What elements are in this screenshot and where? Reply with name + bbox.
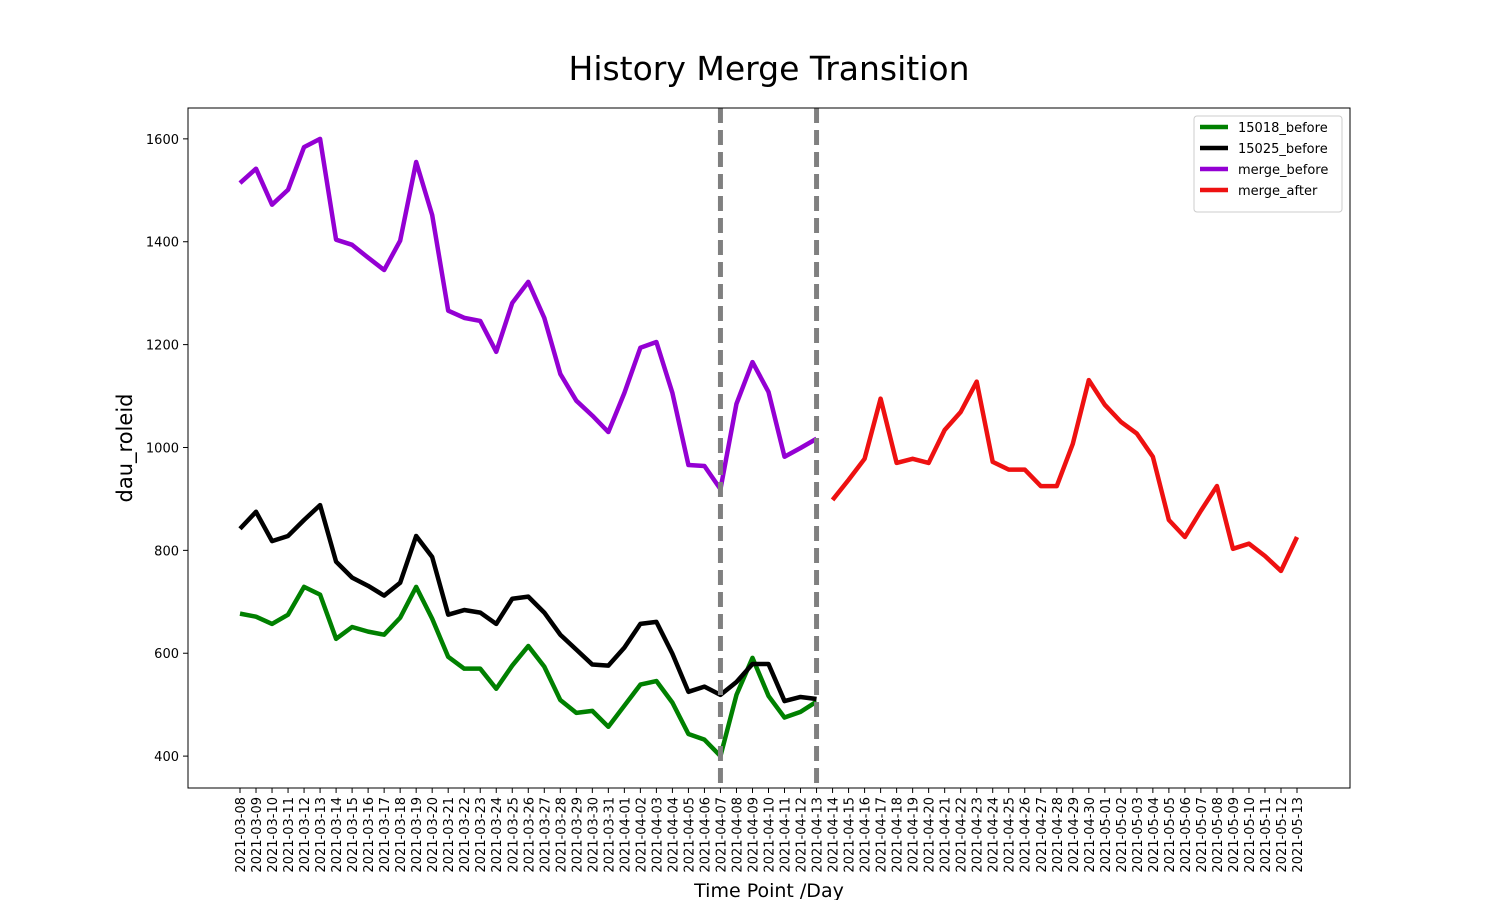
x-tick-label: 2021-04-09 bbox=[746, 797, 761, 873]
x-tick-label: 2021-04-05 bbox=[682, 797, 697, 873]
x-tick-label: 2021-04-18 bbox=[891, 797, 906, 873]
x-tick-label: 2021-05-03 bbox=[1131, 797, 1146, 873]
x-tick-label: 2021-05-12 bbox=[1275, 797, 1290, 873]
x-tick-label: 2021-03-26 bbox=[522, 797, 537, 873]
x-tick-label: 2021-04-30 bbox=[1083, 797, 1098, 873]
x-tick-label: 2021-03-31 bbox=[602, 797, 617, 873]
x-tick-label: 2021-04-15 bbox=[843, 797, 858, 873]
y-tick-label: 1200 bbox=[146, 339, 179, 354]
x-tick-label: 2021-04-08 bbox=[730, 797, 745, 873]
x-tick-label: 2021-05-06 bbox=[1179, 797, 1194, 873]
x-tick-label: 2021-04-01 bbox=[618, 797, 633, 873]
x-tick-label: 2021-03-11 bbox=[282, 797, 297, 873]
legend-label: merge_before bbox=[1238, 163, 1328, 178]
x-tick-label: 2021-04-28 bbox=[1051, 797, 1066, 873]
x-tick-label: 2021-03-18 bbox=[394, 797, 409, 873]
y-tick-label: 1000 bbox=[146, 441, 179, 456]
x-tick-label: 2021-04-12 bbox=[795, 797, 810, 873]
x-tick-label: 2021-05-01 bbox=[1099, 797, 1114, 873]
x-tick-label: 2021-05-10 bbox=[1243, 797, 1258, 873]
x-tick-label: 2021-05-07 bbox=[1195, 797, 1210, 873]
x-tick-label: 2021-03-21 bbox=[442, 797, 457, 873]
legend-label: 15018_before bbox=[1238, 121, 1328, 136]
y-tick-label: 600 bbox=[154, 647, 179, 662]
y-tick-label: 1600 bbox=[146, 133, 179, 148]
x-tick-label: 2021-05-13 bbox=[1291, 797, 1306, 873]
x-tick-label: 2021-03-27 bbox=[538, 797, 553, 873]
x-tick-label: 2021-04-26 bbox=[1019, 797, 1034, 873]
y-tick-label: 400 bbox=[154, 750, 179, 765]
x-tick-label: 2021-05-04 bbox=[1147, 797, 1162, 873]
x-tick-label: 2021-04-16 bbox=[859, 797, 874, 873]
x-tick-label: 2021-03-10 bbox=[266, 797, 281, 873]
legend-box bbox=[1193, 115, 1343, 213]
x-tick-label: 2021-04-19 bbox=[907, 797, 922, 873]
x-tick-label: 2021-04-22 bbox=[955, 797, 970, 873]
x-tick-label: 2021-04-03 bbox=[650, 797, 665, 873]
x-tick-label: 2021-03-12 bbox=[298, 797, 313, 873]
y-tick-label: 800 bbox=[154, 544, 179, 559]
x-axis-label: Time Point /Day bbox=[693, 880, 844, 900]
x-tick-label: 2021-05-08 bbox=[1211, 797, 1226, 873]
x-tick-label: 2021-03-08 bbox=[234, 797, 249, 873]
y-axis-label: dau_roleid bbox=[113, 394, 138, 503]
x-tick-label: 2021-04-25 bbox=[1003, 797, 1018, 873]
series-line bbox=[239, 584, 818, 759]
x-tick-label: 2021-04-13 bbox=[811, 797, 826, 873]
x-tick-label: 2021-04-20 bbox=[923, 797, 938, 873]
x-tick-label: 2021-04-24 bbox=[987, 797, 1002, 873]
x-tick-label: 2021-05-05 bbox=[1163, 797, 1178, 873]
x-tick-label: 2021-03-20 bbox=[426, 797, 441, 873]
x-tick-label: 2021-04-02 bbox=[634, 797, 649, 873]
x-tick-label: 2021-03-30 bbox=[586, 797, 601, 873]
x-tick-label: 2021-03-25 bbox=[506, 797, 521, 873]
legend-label: merge_after bbox=[1238, 184, 1318, 199]
x-tick-label: 2021-03-24 bbox=[490, 797, 505, 873]
x-tick-label: 2021-03-13 bbox=[314, 797, 329, 873]
x-tick-label: 2021-04-14 bbox=[827, 797, 842, 873]
x-tick-label: 2021-03-09 bbox=[250, 797, 265, 873]
x-tick-label: 2021-03-14 bbox=[330, 797, 345, 873]
x-tick-label: 2021-03-28 bbox=[554, 797, 569, 873]
legend: 15018_before 15025_before merge_beforemerg… bbox=[1193, 115, 1343, 213]
y-tick-label: 1400 bbox=[146, 236, 179, 251]
x-tick-label: 2021-04-17 bbox=[875, 797, 890, 873]
x-tick-label: 2021-03-16 bbox=[362, 797, 377, 873]
series-line bbox=[238, 502, 817, 704]
x-tick-label: 2021-04-06 bbox=[698, 797, 713, 873]
x-tick-label: 2021-05-11 bbox=[1259, 797, 1274, 873]
x-tick-label: 2021-04-21 bbox=[939, 797, 954, 873]
x-tick-label: 2021-04-29 bbox=[1067, 797, 1082, 873]
plot-frame bbox=[187, 107, 1351, 789]
x-tick-label: 2021-04-27 bbox=[1035, 797, 1050, 873]
x-tick-label: 2021-03-17 bbox=[378, 797, 393, 873]
x-tick-label: 2021-03-15 bbox=[346, 797, 361, 873]
x-tick-label: 2021-04-11 bbox=[779, 797, 794, 873]
chart-title: History Merge Transition bbox=[569, 49, 970, 88]
x-tick-label: 2021-04-10 bbox=[763, 797, 778, 873]
x-tick-label: 2021-03-23 bbox=[474, 797, 489, 873]
x-tick-label: 2021-03-19 bbox=[410, 797, 425, 873]
legend-label: 15025_before bbox=[1238, 142, 1328, 157]
series-line bbox=[830, 377, 1300, 574]
x-tick-label: 2021-05-09 bbox=[1227, 797, 1242, 873]
series-line bbox=[238, 136, 818, 492]
x-tick-label: 2021-04-07 bbox=[714, 797, 729, 873]
x-tick-label: 2021-04-04 bbox=[666, 797, 681, 873]
x-tick-label: 2021-05-02 bbox=[1115, 797, 1130, 873]
x-tick-label: 2021-04-23 bbox=[971, 797, 986, 873]
x-tick-label: 2021-03-22 bbox=[458, 797, 473, 873]
x-tick-label: 2021-03-29 bbox=[570, 797, 585, 873]
